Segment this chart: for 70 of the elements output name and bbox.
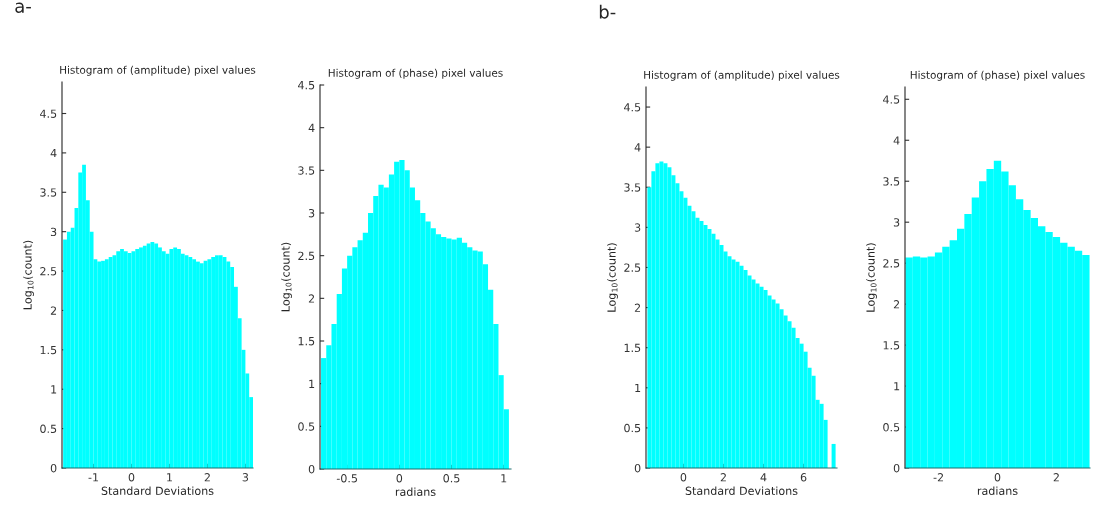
y-axis-title: Log$_{10}$(count) (23, 240, 34, 310)
x-tick-label: 3 (242, 473, 249, 482)
y-tick-label: 3.5 (298, 166, 315, 175)
y-tick-label: 0 (893, 463, 900, 473)
y-tick-label: 2.5 (40, 267, 57, 276)
x-tick-label: 0 (128, 473, 135, 482)
y-tick-label: 1 (309, 379, 315, 388)
x-tick-label: -2 (933, 473, 944, 482)
y-tick-label: 1 (51, 385, 57, 394)
y-tick-label: 3.5 (40, 188, 57, 197)
y-tick-label: 1.5 (624, 343, 641, 353)
chart-title: Histogram of (amplitude) pixel values (644, 70, 840, 81)
text: a- (15, 2, 31, 13)
x-tick-label: 0 (994, 473, 1001, 482)
y-tick-label: 1 (894, 382, 900, 391)
y-tick-label: 2.5 (624, 263, 641, 272)
x-tick-label: 2 (204, 473, 210, 482)
chart-title: Histogram of (phase) pixel values (328, 68, 503, 79)
y-tick-label: 1.5 (40, 345, 57, 355)
x-tick-label: 1 (501, 474, 507, 483)
x-axis-title: Standard Deviations (685, 486, 798, 495)
y-tick-label: 4 (50, 149, 57, 158)
x-axis-title: radians (395, 487, 436, 496)
y-tick-label: 0.5 (40, 424, 57, 433)
y-tick-label: 2 (634, 303, 641, 312)
chart-title: Histogram of (phase) pixel values (910, 70, 1085, 81)
y-tick-label: 0 (634, 463, 641, 473)
y-tick-label: 2.5 (298, 251, 315, 261)
x-tick-label: 0 (396, 474, 403, 483)
y-tick-label: 3 (308, 208, 315, 218)
y-tick-label: 4.5 (883, 95, 900, 104)
x-tick-label: 0.5 (443, 474, 460, 483)
x-tick-label: 0 (680, 473, 687, 482)
x-tick-label: 6 (800, 473, 807, 482)
y-axis-title: Log$_{10}$(count) (607, 243, 618, 312)
y-tick-label: 0.5 (624, 423, 641, 433)
y-tick-label: 3.5 (624, 183, 641, 192)
y-tick-label: 3 (893, 218, 900, 227)
y-tick-label: 4.5 (40, 109, 57, 118)
y-axis-title: Log$_{10}$(count) (281, 242, 292, 312)
y-tick-label: 4.5 (624, 103, 641, 112)
x-tick-label: 1 (167, 473, 172, 482)
y-tick-label: 1.5 (883, 341, 900, 350)
y-tick-label: 1 (635, 383, 641, 393)
y-tick-label: 3 (634, 223, 641, 232)
text: b- (599, 4, 616, 19)
y-tick-label: 2 (308, 294, 315, 303)
y-tick-label: 2.5 (883, 259, 900, 268)
y-tick-label: 3 (50, 227, 57, 237)
y-tick-label: 0 (50, 463, 57, 473)
x-tick-label: 2 (1053, 473, 1059, 482)
x-tick-label: -1 (88, 473, 99, 482)
x-tick-label: 2 (720, 473, 726, 482)
y-tick-label: 4.5 (298, 81, 315, 90)
x-tick-label: -0.5 (336, 474, 358, 483)
x-axis-title: Standard Deviations (101, 486, 214, 495)
y-tick-label: 2 (893, 300, 900, 309)
y-tick-label: 0.5 (298, 422, 315, 431)
y-tick-label: 4 (634, 143, 641, 152)
y-tick-label: 0 (308, 464, 315, 474)
y-tick-label: 3.5 (883, 177, 900, 186)
y-tick-label: 0.5 (883, 423, 900, 432)
y-tick-label: 4 (308, 123, 315, 132)
y-tick-label: 2 (50, 306, 57, 315)
x-axis-title: radians (977, 486, 1018, 495)
y-tick-label: 1.5 (298, 337, 315, 346)
chart-title: Histogram of (amplitude) pixel values (60, 65, 256, 76)
x-tick-label: 4 (760, 473, 767, 482)
y-tick-label: 4 (893, 136, 900, 145)
y-axis-title: Log$_{10}$(count) (866, 243, 877, 312)
